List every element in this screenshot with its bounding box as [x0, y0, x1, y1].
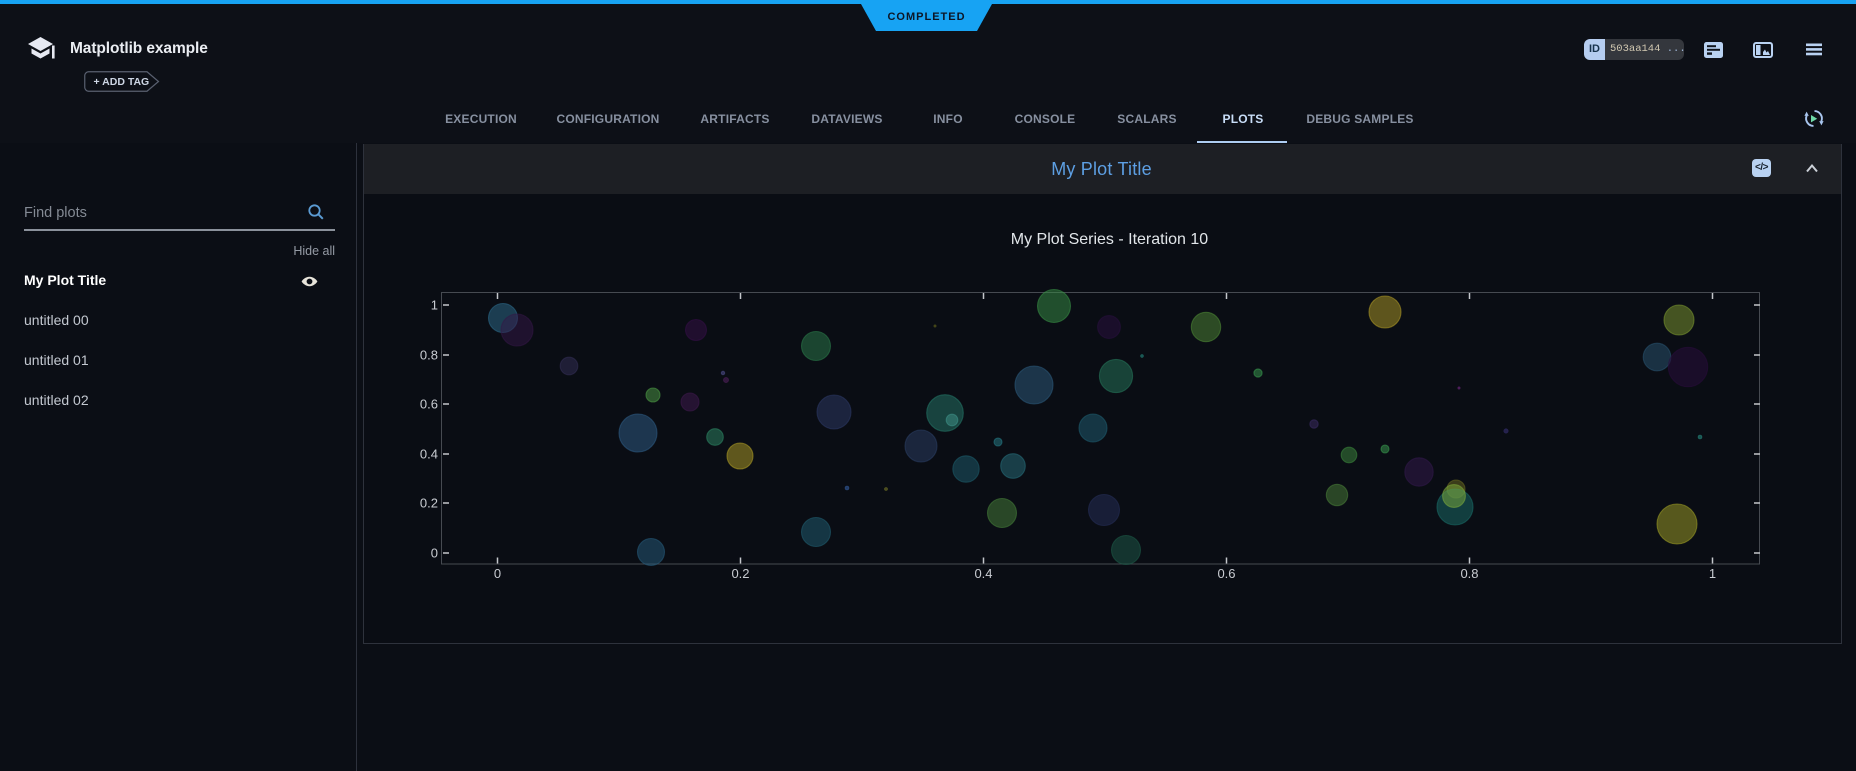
svg-text:0.8: 0.8: [1460, 566, 1478, 581]
svg-text:0: 0: [494, 566, 501, 581]
svg-text:+ ADD TAG: + ADD TAG: [94, 76, 150, 88]
svg-text:0.4: 0.4: [974, 566, 992, 581]
svg-text:0.2: 0.2: [731, 566, 749, 581]
svg-text:0.8: 0.8: [420, 348, 438, 363]
svg-text:0.4: 0.4: [420, 447, 438, 462]
svg-text:1: 1: [1709, 566, 1716, 581]
svg-text:0: 0: [431, 546, 438, 561]
svg-text:1: 1: [431, 298, 438, 313]
svg-text:0.6: 0.6: [420, 397, 438, 412]
svg-text:0.2: 0.2: [420, 496, 438, 511]
svg-text:0.6: 0.6: [1217, 566, 1235, 581]
